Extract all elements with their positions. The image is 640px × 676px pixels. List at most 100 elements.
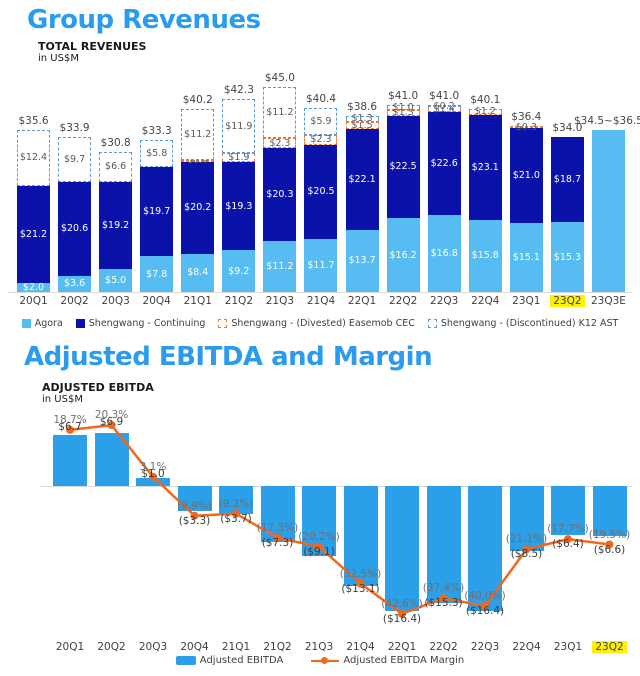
ebitda-value-label: ($6.6) xyxy=(593,543,626,556)
revenue-segment-agora: $8.4 xyxy=(181,253,215,292)
x-axis-label: 23Q1 xyxy=(512,295,541,307)
ebitda-value-label: ($3.3) xyxy=(178,514,211,527)
revenue-total-label: $33.3 xyxy=(141,125,172,138)
group-revenues-title: Group Revenues xyxy=(27,5,261,35)
ebitda-value-label: ($16.4) xyxy=(382,612,422,625)
revenues-legend: Agora Shengwang - Continuing Shengwang - (… xyxy=(0,318,640,329)
revenue-total-label: $40.1 xyxy=(470,94,501,107)
segment-value-label: $19.2 xyxy=(102,219,130,231)
revenue-segment-k12-ast: $5.8 xyxy=(140,140,174,167)
segment-value-label: $11.2 xyxy=(184,128,212,140)
legend-item: Shengwang - Continuing xyxy=(75,318,205,329)
revenue-segment-agora: $15.3 xyxy=(550,222,584,292)
margin-pct-label: (9.9%) xyxy=(177,499,212,512)
legend-item: Agora xyxy=(21,318,63,329)
revenue-segment-k12-ast: $1.0 xyxy=(386,102,420,113)
segment-value-label: $1.3 xyxy=(351,113,373,125)
segment-value-label: $2.0 xyxy=(22,281,45,293)
segment-value-label: $22.5 xyxy=(389,161,417,173)
x-axis-label: 21Q3 xyxy=(265,295,295,307)
segment-value-label: $19.3 xyxy=(225,200,253,212)
segment-value-label: $7.8 xyxy=(146,268,168,280)
revenue-total-label: $40.4 xyxy=(305,92,337,105)
revenue-total-label: $33.9 xyxy=(59,122,90,135)
x-axis-label: 23Q2 xyxy=(584,641,636,653)
ebitda-value-label: ($8.5) xyxy=(510,548,543,561)
legend-label: Adjusted EBITDA xyxy=(199,655,284,666)
legend-label: Adjusted EBITDA Margin xyxy=(343,655,465,666)
revenue-segment-easemob-cec: $0.4 xyxy=(181,155,215,166)
ebitda-value-label: ($3.7) xyxy=(220,512,252,525)
revenues-subtitle: TOTAL REVENUES xyxy=(38,40,147,53)
revenue-segment-agora: $16.8 xyxy=(427,215,461,292)
revenue-segment-agora: $2.0 xyxy=(17,281,50,293)
segment-value-label: $11.9 xyxy=(225,120,253,132)
revenue-segment-shengwang-continuing: $20.3 xyxy=(263,148,297,241)
segment-value-label: $13.7 xyxy=(348,255,376,267)
x-axis-label: 20Q2 xyxy=(97,641,126,653)
segment-value-label: $21.0 xyxy=(512,169,540,181)
revenue-segment-k12-ast: $12.4 xyxy=(17,129,50,187)
segment-value-label: $2.3 xyxy=(269,137,291,149)
revenue-total-label: $41.0 xyxy=(429,90,460,103)
segment-value-label: $6.6 xyxy=(105,161,127,173)
segment-value-label: $5.9 xyxy=(310,115,332,127)
segment-value-label: $0.3 xyxy=(515,121,537,133)
margin-pct-label: (37.4%) xyxy=(422,582,465,595)
legend-item: Shengwang - (Discontinued) K12 AST xyxy=(427,318,618,329)
legend-line-dot xyxy=(321,657,329,664)
revenue-segment-agora: $11.7 xyxy=(304,238,338,292)
revenue-segment-k12-ast: $11.9 xyxy=(222,99,256,154)
revenue-segment-shengwang-continuing: $19.3 xyxy=(222,162,256,251)
segment-value-label: $1.4 xyxy=(433,103,455,115)
margin-pct-label: (9.2%) xyxy=(218,497,254,510)
ebitda-value-label: $6.9 xyxy=(99,416,124,429)
ebitda-subtitle: ADJUSTED EBITDA xyxy=(42,381,154,394)
cec-swatch-icon xyxy=(218,319,228,328)
x-axis-label: 20Q2 xyxy=(60,295,89,307)
revenue-total-label: $34.5~$36.5 xyxy=(574,115,640,128)
x-axis-label: 22Q4 xyxy=(512,641,541,653)
highlighted-quarter-label: 23Q2 xyxy=(550,295,585,307)
segment-value-label: $1.3 xyxy=(392,107,414,119)
revenue-segment-easemob-cec: $1.9 xyxy=(222,152,256,164)
segment-value-label: $1.9 xyxy=(228,152,250,164)
revenue-segment-shengwang-continuing: $20.2 xyxy=(181,161,215,254)
x-axis-label: 22Q2 xyxy=(388,295,418,307)
segment-value-label: $8.4 xyxy=(187,267,209,279)
segment-value-label: $15.1 xyxy=(512,252,540,264)
revenue-segment-shengwang-continuing: $22.1 xyxy=(345,128,379,230)
segment-value-label: $11.7 xyxy=(307,259,335,271)
x-axis-label: 20Q4 xyxy=(180,641,209,653)
x-axis-label: 21Q2 xyxy=(263,641,292,653)
margin-pct-label: (21.1%) xyxy=(505,533,548,546)
x-axis-label: 20Q4 xyxy=(142,295,171,307)
x-axis-label: 21Q3 xyxy=(304,641,334,653)
segment-value-label: $21.2 xyxy=(19,229,48,241)
margin-pct-label: (19.5%) xyxy=(588,528,631,541)
segment-value-label: $9.2 xyxy=(228,265,250,277)
segment-value-label: $20.2 xyxy=(184,202,212,214)
margin-pct-label: (20.2%) xyxy=(298,530,340,543)
ebitda-unit: in US$M xyxy=(42,394,83,405)
revenue-segment-agora: $7.8 xyxy=(140,256,174,292)
x-axis-label: 22Q3 xyxy=(430,295,459,307)
revenue-total-label: $35.6 xyxy=(18,114,49,127)
segment-value-label: $11.2 xyxy=(266,106,294,118)
x-axis-label: 22Q1 xyxy=(387,641,417,653)
revenue-segment-easemob-cec: $2.3 xyxy=(263,137,297,149)
revenue-total-label: $41.0 xyxy=(388,90,419,103)
highlighted-quarter-label: 23Q2 xyxy=(592,641,627,653)
segment-value-label: $3.6 xyxy=(63,278,86,290)
revenue-segment-shengwang-continuing: $21.2 xyxy=(17,186,50,283)
revenue-segment-k12-ast: $11.2 xyxy=(181,108,215,160)
revenue-segment-shengwang-continuing: $18.7 xyxy=(550,136,584,223)
segment-value-label: $20.3 xyxy=(266,189,294,201)
revenue-segment-easemob-cec: $0.3 xyxy=(509,122,543,133)
segment-value-label: $20.5 xyxy=(307,186,335,198)
segment-value-label: $1.5 xyxy=(351,119,373,131)
segment-value-label: $23.1 xyxy=(471,161,499,173)
revenue-segment-k12-ast: $6.6 xyxy=(99,151,133,182)
revenue-segment-agora: $15.8 xyxy=(468,219,502,292)
